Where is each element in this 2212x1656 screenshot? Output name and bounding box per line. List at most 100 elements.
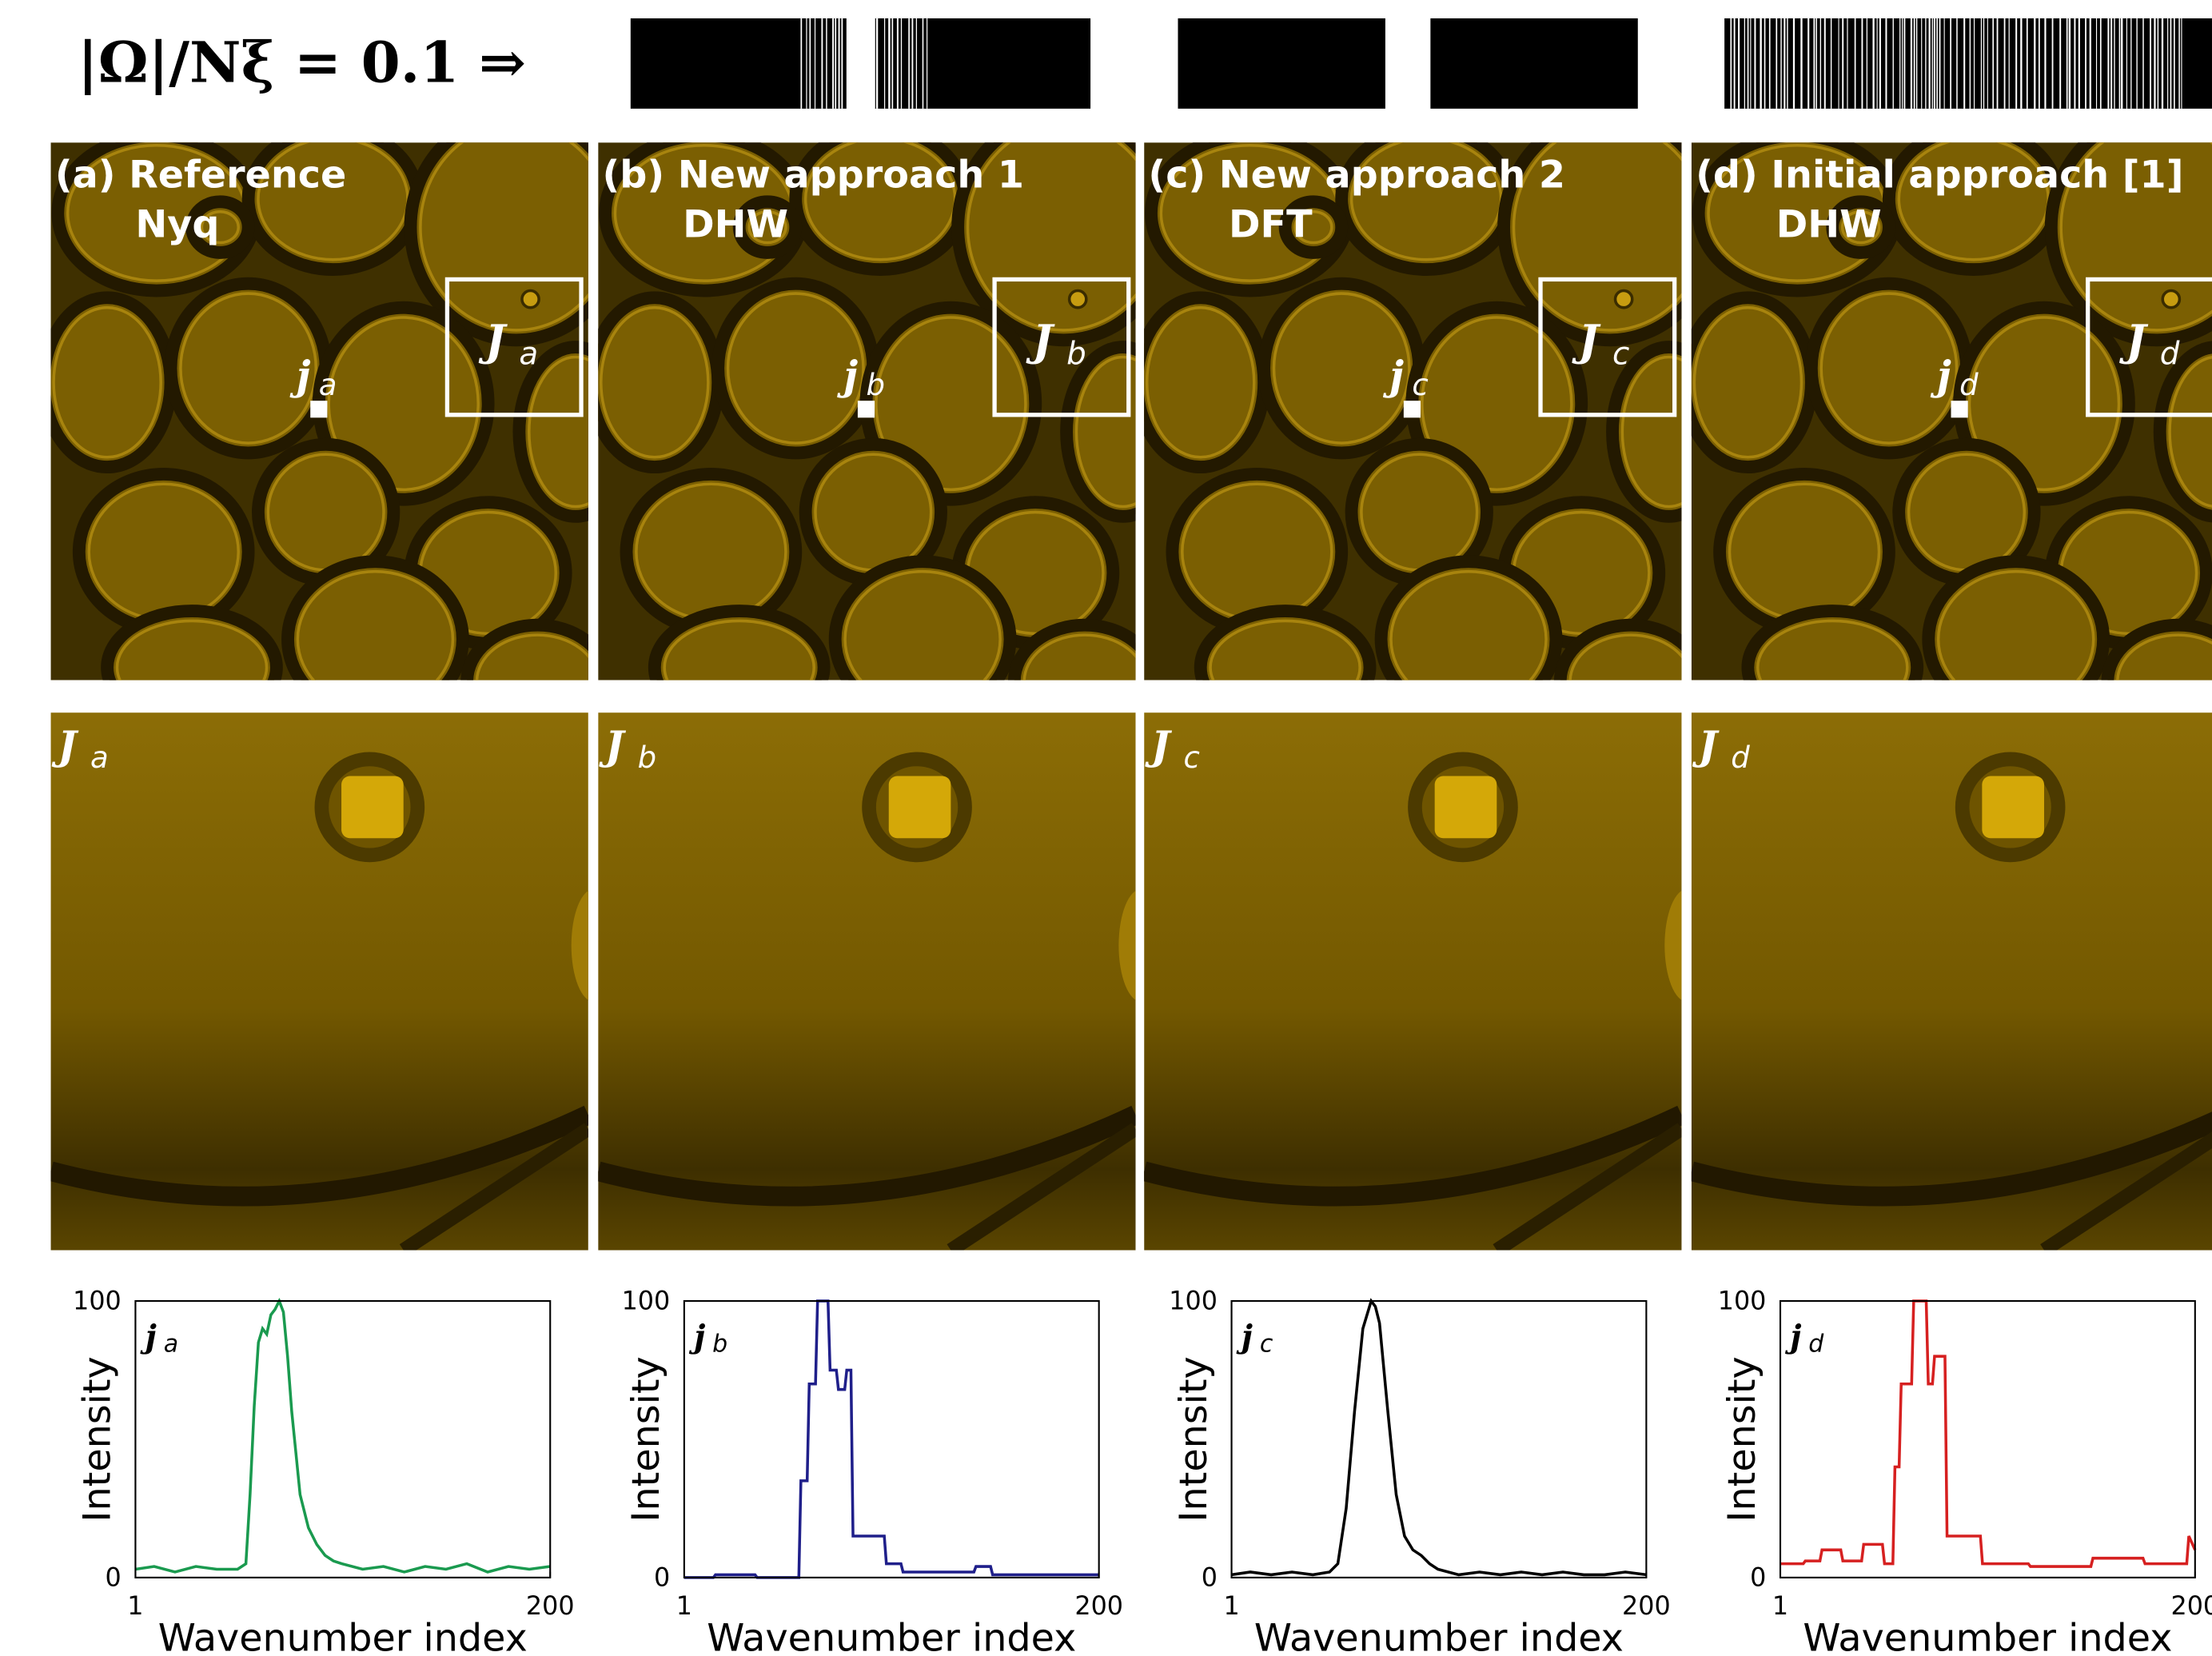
plot-area <box>684 1299 1099 1579</box>
cell <box>732 195 803 259</box>
panel-title: (b) New approach 1 <box>603 154 1024 198</box>
annotation-subscript: d <box>1808 1331 1824 1359</box>
pixel-subscript: c <box>1412 368 1428 402</box>
cell-rim <box>1568 633 1682 680</box>
x-tick-label: 200 <box>1074 1592 1123 1621</box>
zoom-background <box>1691 712 2212 1251</box>
y-axis-label: Intensity <box>1720 1356 1764 1522</box>
pixel-subscript: b <box>867 368 886 402</box>
zoom-dark-band <box>50 1105 588 1207</box>
cell <box>1922 555 2110 680</box>
annotation-symbol: j <box>140 1319 157 1355</box>
cell-rim <box>1022 633 1136 680</box>
zoom-bead <box>888 776 951 839</box>
cell-rim <box>1512 142 1682 332</box>
cell-rim <box>1293 209 1333 245</box>
cell-rim <box>1421 316 1573 492</box>
y-tick-label: 0 <box>1750 1563 1766 1592</box>
bead <box>2161 289 2182 309</box>
x-tick-label: 200 <box>2171 1592 2212 1621</box>
axes-frame <box>683 1299 1100 1578</box>
roi-box <box>444 277 584 417</box>
y-tick-label: 0 <box>654 1563 670 1592</box>
plot-area <box>1231 1298 1647 1577</box>
x-axis-label: Wavenumber index <box>1803 1617 2172 1656</box>
cell <box>101 605 283 680</box>
cell <box>2044 142 2212 347</box>
panel-method: DFT <box>1229 202 1313 246</box>
cell <box>72 467 255 636</box>
roi-box <box>2086 277 2212 417</box>
cell-rim <box>179 292 318 445</box>
axes-frame <box>1230 1299 1648 1578</box>
cell-rim <box>1145 305 1256 459</box>
cell-rim <box>200 209 241 245</box>
mask-strip <box>875 18 1091 109</box>
axes-frame <box>134 1299 552 1578</box>
panel-method: DHW <box>1776 202 1882 246</box>
zoom-subscript: c <box>1184 740 1200 775</box>
pixel-marker <box>310 401 328 418</box>
cell <box>1741 605 1924 680</box>
annotation-subscript: c <box>1260 1331 1273 1359</box>
header-formula: |Ω|/Nξ = 0.1 ⇒ <box>78 29 526 96</box>
zoom-edge <box>1118 890 1136 1000</box>
plot-area <box>135 1298 551 1574</box>
cell-rim <box>2168 356 2212 508</box>
zoom-bead <box>1982 776 2044 839</box>
cell <box>828 555 1017 680</box>
cell-rim <box>115 619 269 680</box>
zoom-dark-band <box>1493 1123 1682 1251</box>
cell-rim <box>1756 619 1909 680</box>
pixel-subscript: a <box>319 368 337 402</box>
x-axis-label: Wavenumber index <box>707 1617 1076 1656</box>
cell <box>1278 195 1349 259</box>
zoom-dark-band <box>2040 1131 2212 1251</box>
cell-rim <box>599 305 710 459</box>
roi-subscript: a <box>519 336 538 372</box>
cell <box>789 142 971 276</box>
cell <box>404 142 588 347</box>
cell-rim <box>419 142 588 332</box>
cell-rim <box>1819 292 1959 445</box>
roi-subscript: b <box>1066 336 1086 372</box>
cell-rim <box>2059 142 2212 332</box>
cell <box>185 195 255 259</box>
mask-strip <box>1430 18 1638 109</box>
x-axis-label: Wavenumber index <box>158 1617 528 1656</box>
cell-rim <box>1936 569 2095 680</box>
cell <box>241 142 424 276</box>
cell <box>1374 555 1563 680</box>
mask-strip <box>630 18 847 109</box>
cell-rim <box>1389 569 1548 680</box>
panel-method: Nyq <box>135 202 219 246</box>
zoom-dark-band <box>947 1123 1136 1251</box>
roi-box <box>992 277 1131 417</box>
zoom-dark-band <box>399 1123 588 1251</box>
cell-rim <box>875 316 1027 492</box>
zoom-dark-band <box>1691 1111 2212 1207</box>
x-tick-label: 200 <box>1622 1592 1671 1621</box>
cell-rim <box>1209 619 1361 680</box>
x-tick-label: 1 <box>1223 1592 1239 1621</box>
x-tick-label: 200 <box>526 1592 575 1621</box>
panel-method: DHW <box>683 202 788 246</box>
cell <box>1882 142 2065 276</box>
cell-rim <box>843 569 1002 680</box>
y-tick-label: 100 <box>622 1287 671 1316</box>
panel-title: (d) Initial approach [1] <box>1696 154 2183 198</box>
cell-rim <box>747 209 787 245</box>
annotation-symbol: j <box>688 1319 705 1355</box>
cell-rim <box>1692 305 1803 459</box>
cell-rim <box>327 316 480 492</box>
cell <box>1166 467 1349 636</box>
cell <box>620 467 803 636</box>
y-axis-label: Intensity <box>624 1356 668 1522</box>
x-axis-label: Wavenumber index <box>1254 1617 1624 1656</box>
